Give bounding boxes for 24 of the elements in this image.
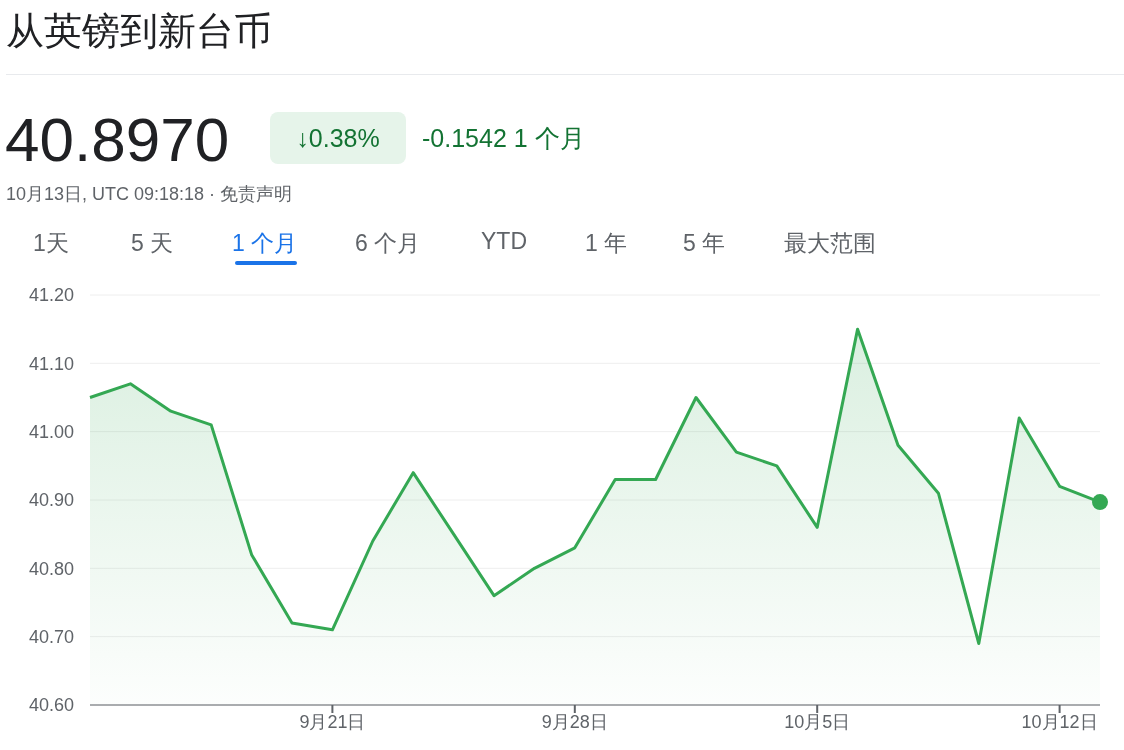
- text: YTD: [481, 228, 527, 255]
- y-tick-label: 41.10: [28, 353, 74, 374]
- text: 1 个月: [232, 229, 298, 258]
- text: 40.8970: [5, 104, 230, 175]
- y-tick-label: 41.20: [28, 285, 74, 306]
- y-tick-label: 40.90: [28, 490, 74, 511]
- text: 6 个月: [355, 229, 421, 258]
- chart-title: 从英镑到新台币: [6, 9, 272, 54]
- text: 最大范围: [784, 229, 876, 258]
- x-tick-label: 9月21日: [299, 711, 366, 732]
- y-tick-label: 40.60: [28, 695, 74, 716]
- x-tick-label: 10月5日: [784, 711, 851, 732]
- x-tick-label: 9月28日: [541, 711, 608, 732]
- text: 1天: [33, 229, 69, 258]
- text: 5 年: [683, 229, 726, 258]
- y-tick-label: 40.80: [28, 558, 74, 579]
- x-tick-label: 10月12日: [1021, 711, 1098, 732]
- text: ↓0.38%: [270, 112, 406, 164]
- y-tick-label: 40.70: [28, 627, 74, 648]
- text: 5 天: [131, 229, 174, 258]
- y-tick-label: 41.00: [28, 422, 74, 443]
- text: -0.1542 1 个月: [422, 123, 585, 154]
- text: 1 年: [585, 229, 628, 258]
- text: 10月13日, UTC 09:18:18 · 免责声明: [6, 183, 293, 206]
